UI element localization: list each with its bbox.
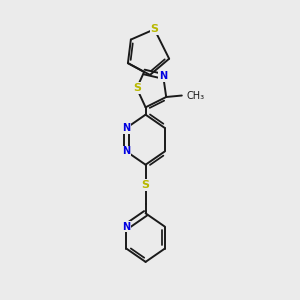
Text: S: S	[150, 24, 158, 34]
Text: S: S	[142, 180, 150, 190]
Text: CH₃: CH₃	[187, 91, 205, 100]
Text: N: N	[122, 222, 130, 232]
Text: N: N	[159, 71, 167, 81]
Text: N: N	[122, 146, 130, 157]
Text: S: S	[133, 83, 141, 93]
Text: N: N	[122, 123, 130, 133]
